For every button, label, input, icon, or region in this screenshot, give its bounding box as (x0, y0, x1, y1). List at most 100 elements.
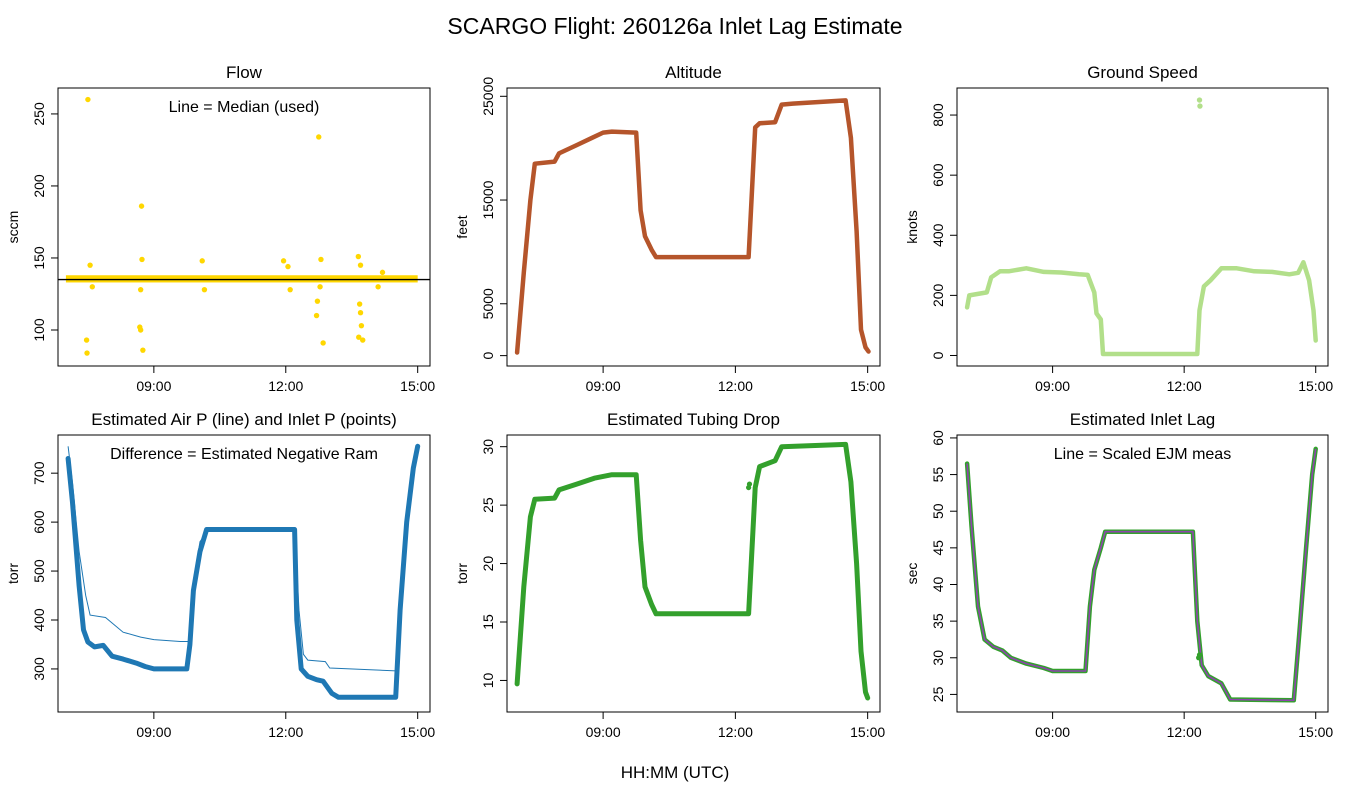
inlet-p-points (65, 443, 421, 700)
tubing_drop-series (514, 441, 871, 701)
lag-points (964, 446, 1318, 703)
panel-title: Flow (226, 63, 263, 82)
panel-tubing_drop: Estimated Tubing Drop 09:00 12:00 15:00 10 15… (454, 410, 885, 740)
y-tick-label: 15000 (480, 180, 496, 219)
panel-air_inlet_p: Estimated Air P (line) and Inlet P (poin… (5, 410, 435, 740)
plot-area-ground_speed (964, 97, 1318, 357)
plot-frame (956, 434, 1329, 713)
y-tick-label: 200 (31, 174, 47, 198)
y-tick-label: 10 (480, 672, 496, 688)
ejm-scaled-line (966, 448, 1317, 702)
flow-point (87, 262, 93, 268)
plot-frame (57, 434, 431, 713)
panel-title: Estimated Air P (line) and Inlet P (poin… (91, 410, 397, 429)
flow-point (379, 269, 386, 276)
y-axis-label: torr (5, 563, 21, 584)
x-tick-label: 15:00 (1298, 378, 1333, 394)
x-tick-label: 12:00 (718, 378, 753, 394)
panel-flow: Flow 09:00 12:00 15:00 100 150 200 250 sccm Line … (5, 63, 435, 394)
flow-point (358, 322, 365, 329)
y-tick-label: 200 (930, 283, 946, 307)
x-tick-label: 12:00 (268, 378, 303, 394)
y-tick-label: 25 (930, 686, 946, 702)
flow-point (201, 286, 208, 293)
y-axis-label: torr (454, 563, 470, 584)
y-tick-label: 600 (930, 163, 946, 187)
x-tick-label: 09:00 (586, 378, 621, 394)
plot-area-air_inlet_p (65, 443, 421, 700)
x-tick-label: 15:00 (400, 724, 435, 740)
plot-area-altitude (514, 98, 871, 355)
panel-title: Estimated Inlet Lag (1070, 410, 1216, 429)
y-tick-label: 45 (930, 540, 946, 556)
panel-annotation: Line = Median (used) (169, 99, 320, 116)
y-tick-label: 15 (480, 614, 496, 630)
flow-point (318, 256, 324, 263)
air-p-line (67, 446, 419, 672)
flow-point (360, 337, 366, 343)
x-tick-label: 15:00 (400, 378, 435, 394)
y-tick-label: 0 (930, 351, 946, 359)
flow-point (140, 347, 146, 353)
flow-point (89, 284, 95, 290)
y-tick-label: 35 (930, 613, 946, 629)
x-tick-label: 09:00 (1035, 724, 1070, 740)
y-tick-label: 700 (31, 461, 47, 485)
flow-point (84, 350, 90, 356)
y-tick-label: 0 (480, 352, 496, 360)
lag-point (1196, 652, 1203, 658)
panel-title: Altitude (665, 63, 722, 82)
plot-frame (956, 87, 1329, 367)
y-axis-label: sec (904, 563, 920, 585)
plot-area-flow (58, 96, 430, 356)
x-tick-label: 12:00 (718, 724, 753, 740)
flow-point (356, 334, 362, 340)
y-tick-label: 60 (930, 430, 946, 446)
flow-point (285, 263, 291, 270)
panel-annotation: Line = Scaled EJM meas (1054, 446, 1231, 463)
flow-point (287, 286, 293, 293)
y-tick-label: 50 (930, 503, 946, 519)
flow-point (313, 312, 320, 319)
panel-ground_speed: Ground Speed 09:00 12:00 15:00 0 200 400 600 800… (904, 63, 1333, 394)
plot-frame (57, 87, 431, 367)
flow-point (317, 284, 323, 290)
ground_speed-outlier (1196, 97, 1203, 103)
panel-altitude: Altitude 09:00 12:00 15:00 0 5000 15000 25000 fe… (454, 63, 885, 394)
flow-point (314, 298, 321, 304)
y-tick-label: 250 (31, 102, 47, 126)
y-tick-label: 300 (31, 657, 47, 681)
y-axis-label: knots (904, 210, 920, 243)
y-tick-label: 500 (31, 559, 47, 583)
x-tick-label: 09:00 (136, 724, 171, 740)
flow-point (139, 256, 145, 263)
x-axis-label: HH:MM (UTC) (621, 763, 730, 782)
panel-annotation: Difference = Estimated Negative Ram (110, 446, 378, 463)
x-tick-label: 12:00 (1167, 724, 1202, 740)
y-tick-label: 30 (480, 439, 496, 455)
y-tick-label: 150 (31, 246, 47, 270)
flow-point-band (65, 275, 418, 283)
y-tick-label: 20 (480, 556, 496, 572)
y-tick-label: 5000 (480, 288, 496, 319)
x-tick-label: 15:00 (850, 724, 885, 740)
flow-point (138, 203, 145, 209)
flow-point (137, 286, 144, 293)
x-tick-label: 15:00 (850, 378, 885, 394)
panel-title: Estimated Tubing Drop (607, 410, 780, 429)
x-tick-label: 12:00 (1167, 378, 1202, 394)
y-axis-label: feet (454, 215, 470, 238)
flow-point (320, 340, 326, 346)
x-tick-label: 09:00 (586, 724, 621, 740)
tubing_drop-point (746, 481, 753, 487)
y-tick-label: 400 (930, 223, 946, 247)
altitude-series (514, 98, 871, 355)
y-tick-label: 55 (930, 467, 946, 483)
flow-point (280, 258, 287, 264)
y-tick-label: 600 (31, 510, 47, 534)
y-tick-label: 800 (930, 103, 946, 127)
y-axis-label: sccm (5, 211, 21, 244)
plot-area-tubing_drop (514, 441, 871, 701)
flow-point (357, 262, 364, 268)
plot-frame (506, 87, 881, 367)
